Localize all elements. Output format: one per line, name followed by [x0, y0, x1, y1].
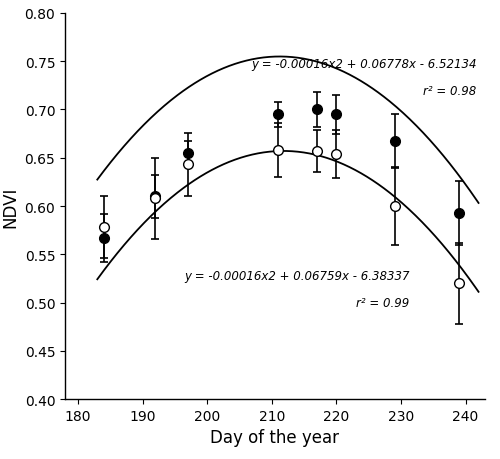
X-axis label: Day of the year: Day of the year [210, 429, 340, 447]
Y-axis label: NDVI: NDVI [1, 186, 19, 227]
Text: y = -0.00016x2 + 0.06759x - 6.38337: y = -0.00016x2 + 0.06759x - 6.38337 [184, 269, 410, 282]
Text: r² = 0.99: r² = 0.99 [356, 297, 410, 309]
Text: y = -0.00016x2 + 0.06778x - 6.52134: y = -0.00016x2 + 0.06778x - 6.52134 [251, 57, 476, 70]
Text: r² = 0.98: r² = 0.98 [424, 84, 476, 97]
